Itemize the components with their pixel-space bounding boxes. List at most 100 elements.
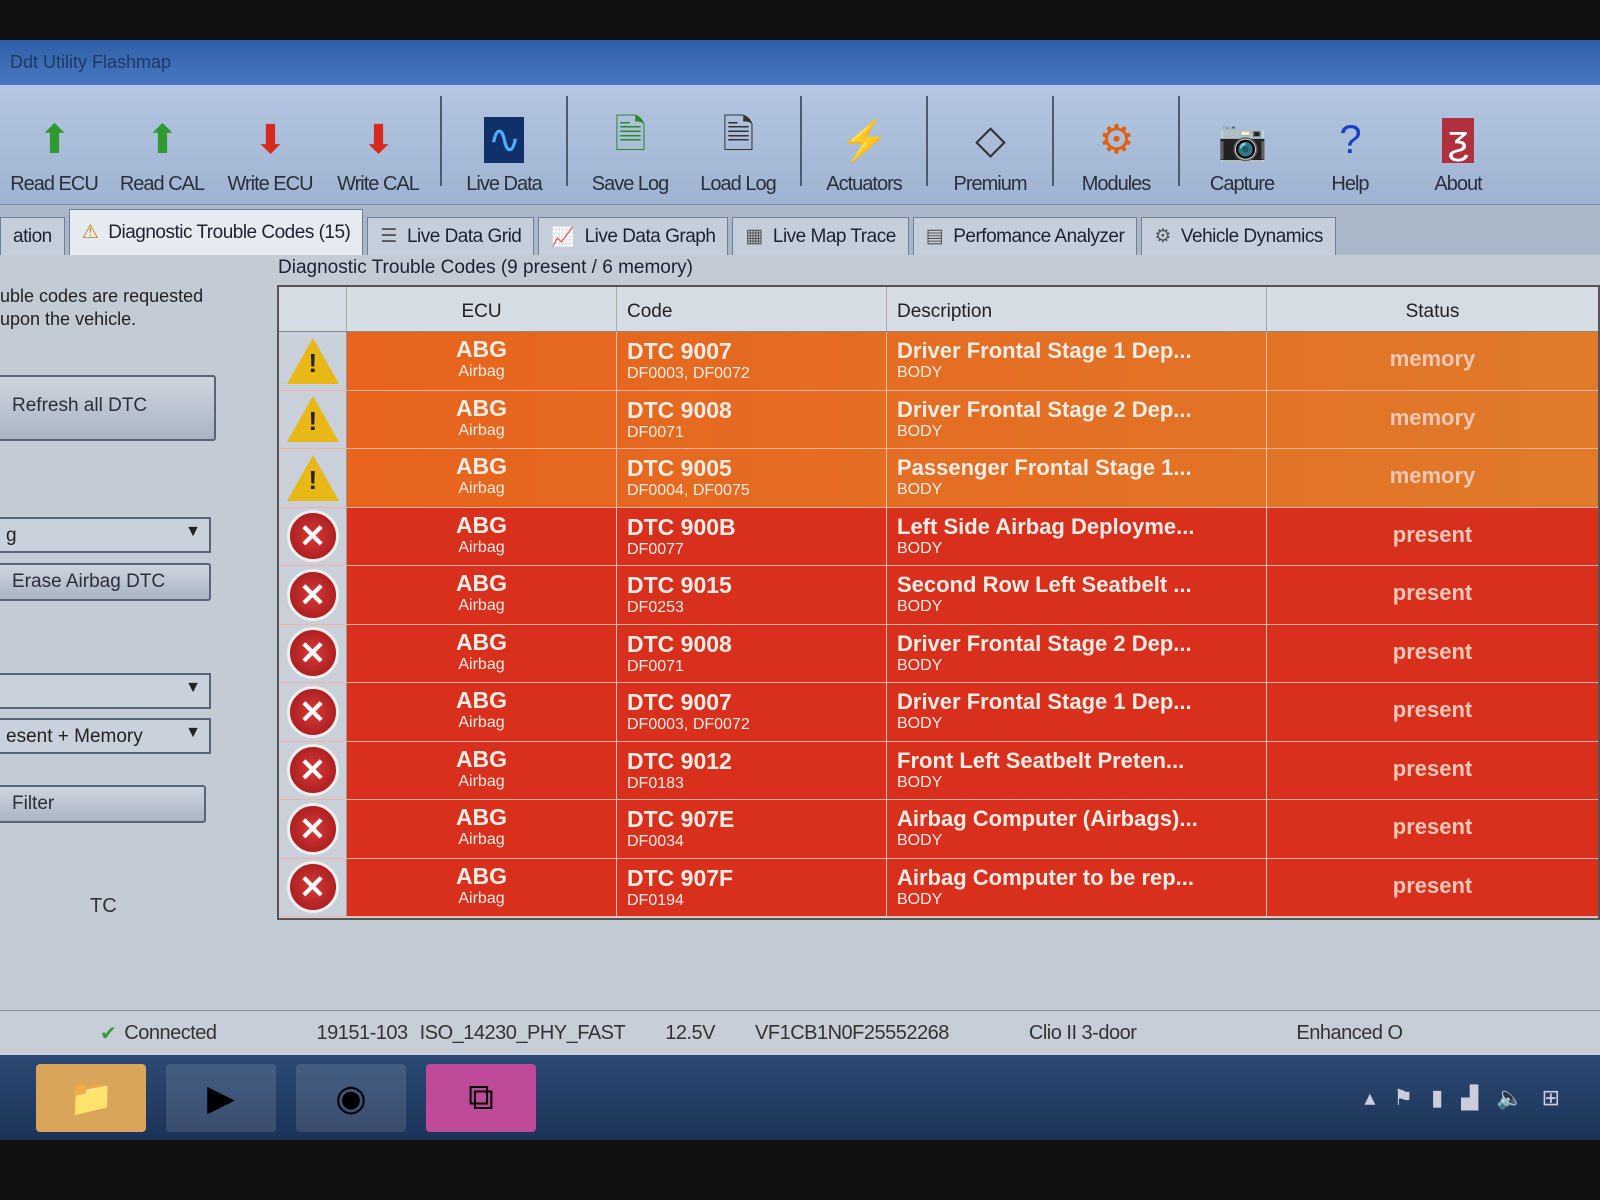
title-bar: Ddt Utility Flashmap xyxy=(0,40,1600,85)
app-logo-icon[interactable]: ⧉ xyxy=(426,1063,536,1132)
chrome-icon[interactable]: ◉ xyxy=(296,1063,406,1132)
toolbar-read-ecu-button[interactable]: ⬆ Read ECU xyxy=(0,113,108,196)
connection-status: Connected xyxy=(124,1021,217,1044)
dtc-description: Driver Frontal Stage 2 Dep... xyxy=(897,396,1192,422)
toolbar-separator xyxy=(440,95,442,186)
dtc-subcodes: DF0004, DF0075 xyxy=(627,482,750,499)
file-explorer-icon[interactable]: 📁 xyxy=(36,1063,146,1132)
volume-icon[interactable]: 🔈 xyxy=(1496,1084,1524,1110)
table-row[interactable]: ✕ ABG Airbag DTC 9008 DF0071 Driver Fronta… xyxy=(279,624,1598,683)
status-cell: present xyxy=(1392,814,1473,839)
toolbar-label: Write CAL xyxy=(337,173,420,195)
status-bar: ✔ Connected 19151-103 ISO_14230_PHY_FAST… xyxy=(0,1010,1600,1055)
toolbar-save-log-button[interactable]: 🗎 Save Log xyxy=(576,113,684,196)
ecu-subtitle: Airbag xyxy=(458,714,505,731)
dtc-code: DTC 9012 xyxy=(627,747,732,774)
ecu-select[interactable]: g ▼ xyxy=(0,517,211,553)
error-icon: ✕ xyxy=(286,744,339,797)
dtc-code: DTC 907E xyxy=(627,806,735,832)
toolbar-help-button[interactable]: ? Help xyxy=(1296,113,1404,196)
erase-airbag-dtc-button[interactable]: Erase Airbag DTC xyxy=(0,563,211,601)
toolbar-label: Read ECU xyxy=(10,173,99,195)
header-code[interactable]: Code xyxy=(617,287,887,331)
dtc-type-select[interactable]: esent + Memory ▼ xyxy=(0,718,211,754)
dtc-subcodes: DF0034 xyxy=(627,833,684,850)
tab-live-data-grid[interactable]: ☰ Live Data Grid xyxy=(367,217,535,255)
table-row[interactable]: ✕ ABG Airbag DTC 907E DF0034 Airbag Comput… xyxy=(279,800,1598,859)
filter-button[interactable]: Filter xyxy=(0,785,206,823)
row-status-icon-cell: ✕ xyxy=(279,507,347,565)
code-cell: DTC 9005 DF0004, DF0075 xyxy=(617,449,887,507)
ecu-cell: ABG Airbag xyxy=(347,449,617,507)
toolbar-label: Actuators xyxy=(826,173,902,195)
tab-perfomance-analyzer[interactable]: ▤ Perfomance Analyzer xyxy=(912,217,1138,255)
save-log-icon: 🗎 xyxy=(614,113,646,157)
table-row[interactable]: ✕ ABG Airbag DTC 9007 DF0003, DF0072 Drive… xyxy=(279,683,1598,742)
ecu-subtitle: Airbag xyxy=(458,421,505,439)
description-cell: Front Left Seatbelt Preten... BODY xyxy=(887,741,1267,799)
toolbar-live-data-button[interactable]: ∿ Live Data xyxy=(450,113,558,196)
tab-diagnostic-trouble-codes-15-[interactable]: ⚠ Diagnostic Trouble Codes (15) xyxy=(68,209,364,255)
dtc-subcodes: DF0003, DF0072 xyxy=(627,716,750,733)
dtc-category: BODY xyxy=(897,598,943,615)
toolbar-label: Modules xyxy=(1081,173,1152,195)
left-panel: uble codes are requested upon the vehicl… xyxy=(0,255,255,1010)
table-row[interactable]: ✕ ABG Airbag DTC 907F DF0194 Airbag Comput… xyxy=(279,858,1598,917)
table-row[interactable]: ✕ ABG Airbag DTC 9015 DF0253 Second Row Le… xyxy=(279,566,1598,625)
tray-chevron-icon[interactable]: ▴ xyxy=(1364,1084,1376,1110)
row-status-icon-cell: ✕ xyxy=(279,566,347,624)
signal-icon[interactable]: ▟ xyxy=(1461,1084,1479,1110)
ecu-cell: ABG Airbag xyxy=(347,507,617,565)
dtc-category: BODY xyxy=(897,364,943,381)
toolbar-load-log-button[interactable]: 🗎 Load Log xyxy=(684,113,792,196)
tab-live-data-graph[interactable]: 📈 Live Data Graph xyxy=(538,217,729,255)
dtc-code: DTC 9005 xyxy=(627,455,732,481)
status-cell: memory xyxy=(1389,404,1476,430)
toolbar-premium-button[interactable]: ◇ Premium xyxy=(936,113,1044,196)
ecu-name: ABG xyxy=(455,687,508,713)
dtc-subcodes: DF0183 xyxy=(627,774,684,792)
toolbar-modules-button[interactable]: ⚙ Modules xyxy=(1062,113,1170,196)
flag-icon[interactable]: ⚑ xyxy=(1393,1084,1414,1110)
secondary-select[interactable]: ▼ xyxy=(0,673,211,709)
header-description[interactable]: Description xyxy=(887,287,1267,331)
dtc-description: Driver Frontal Stage 1 Dep... xyxy=(897,338,1192,363)
header-ecu[interactable]: ECU xyxy=(347,287,617,331)
warning-icon: ! xyxy=(286,337,339,384)
code-cell: DTC 900B DF0077 xyxy=(617,507,887,565)
toolbar-about-button[interactable]: ƺ About xyxy=(1404,113,1512,196)
toolbar-write-cal-button[interactable]: ⬇ Write CAL xyxy=(324,113,432,196)
ecu-name: ABG xyxy=(455,628,508,655)
table-row[interactable]: ✕ ABG Airbag DTC 900B DF0077 Left Side Air… xyxy=(279,507,1598,566)
taskbar: 📁 ▶ ◉ ⧉ ▴ ⚑ ▮ ▟ 🔈 ⊞ xyxy=(0,1055,1600,1140)
tab-ation[interactable]: ation xyxy=(0,217,65,255)
battery-icon[interactable]: ▮ xyxy=(1431,1084,1444,1110)
error-icon: ✕ xyxy=(286,861,339,914)
media-player-icon[interactable]: ▶ xyxy=(166,1063,276,1132)
toolbar-label: Live Data xyxy=(466,173,542,195)
description-cell: Second Row Left Seatbelt ... BODY xyxy=(887,566,1267,624)
dtc-code: DTC 9007 xyxy=(627,689,732,715)
refresh-all-dtc-button[interactable]: Refresh all DTC xyxy=(0,375,216,441)
dtc-subcodes: DF0071 xyxy=(627,423,684,441)
protocol: ISO_14230_PHY_FAST xyxy=(419,1021,626,1044)
ecu-cell: ABG Airbag xyxy=(347,390,617,448)
table-row[interactable]: ! ABG Airbag DTC 9008 DF0071 Driver Fronta… xyxy=(279,390,1598,449)
dtc-code: DTC 9007 xyxy=(627,338,732,364)
table-row[interactable]: ✕ ABG Airbag DTC 9012 DF0183 Front Left Se… xyxy=(279,741,1598,800)
table-row[interactable]: ! ABG Airbag DTC 9007 DF0003, DF0072 Drive… xyxy=(279,332,1598,391)
table-header: ECU Code Description Status xyxy=(279,287,1598,332)
table-row[interactable]: ! ABG Airbag DTC 9005 DF0004, DF0075 Passe… xyxy=(279,449,1598,508)
toolbar-read-cal-button[interactable]: ⬆ Read CAL xyxy=(108,113,216,196)
tab-live-map-trace[interactable]: ▦ Live Map Trace xyxy=(732,217,909,255)
tab-vehicle-dynamics[interactable]: ⚙ Vehicle Dynamics xyxy=(1141,217,1336,255)
header-status[interactable]: Status xyxy=(1405,301,1460,322)
toolbar-label: Read CAL xyxy=(119,173,205,195)
dtc-category: BODY xyxy=(897,422,943,440)
gear-icon: ⚙ xyxy=(1098,118,1135,162)
windows-icon[interactable]: ⊞ xyxy=(1541,1084,1560,1110)
ecu-name: ABG xyxy=(455,570,508,596)
toolbar-actuators-button[interactable]: ⚡ Actuators xyxy=(810,113,918,196)
toolbar-capture-button[interactable]: 📷 Capture xyxy=(1188,113,1296,196)
toolbar-write-ecu-button[interactable]: ⬇ Write ECU xyxy=(216,113,324,196)
